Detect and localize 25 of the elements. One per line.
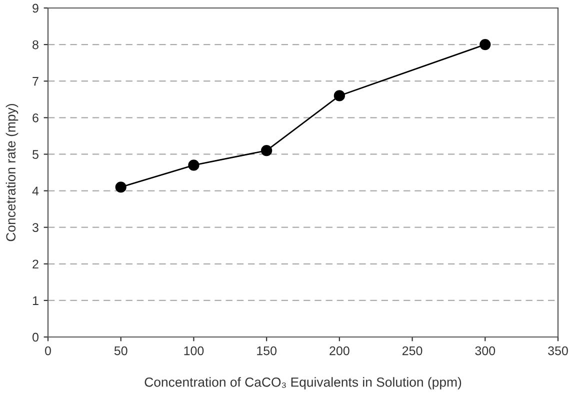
y-tick-label: 6 bbox=[32, 113, 38, 122]
x-axis-title: Concentration of CaCO₃ Equivalents in Solution (ppm) bbox=[144, 377, 462, 390]
y-tick-label: 2 bbox=[32, 260, 38, 268]
x-tick-label: 350 bbox=[548, 346, 568, 356]
y-tick-label: 4 bbox=[32, 186, 39, 196]
y-tick-label: 5 bbox=[32, 150, 38, 159]
point bbox=[480, 39, 491, 50]
point bbox=[188, 160, 200, 171]
y-tick-label: 3 bbox=[32, 223, 38, 232]
x-tick-label: 0 bbox=[45, 346, 51, 356]
x-tick-label: 150 bbox=[257, 346, 277, 356]
y-tick-label: 0 bbox=[32, 332, 38, 342]
x-tick-label: 50 bbox=[114, 346, 128, 356]
y-tick-label: 9 bbox=[32, 4, 38, 13]
y-tick-label: 1 bbox=[32, 296, 38, 305]
point bbox=[115, 182, 126, 193]
x-tick-label: 200 bbox=[330, 346, 350, 356]
y-axis-title: Concetration rate (mpy) bbox=[6, 104, 18, 242]
x-tick-label: 300 bbox=[475, 346, 496, 356]
x-tick-label: 100 bbox=[184, 346, 204, 356]
point bbox=[261, 145, 272, 156]
point bbox=[334, 90, 345, 102]
x-tick-label: 250 bbox=[402, 346, 422, 356]
y-tick-label: 7 bbox=[32, 77, 38, 86]
y-tick-label: 8 bbox=[32, 40, 38, 50]
